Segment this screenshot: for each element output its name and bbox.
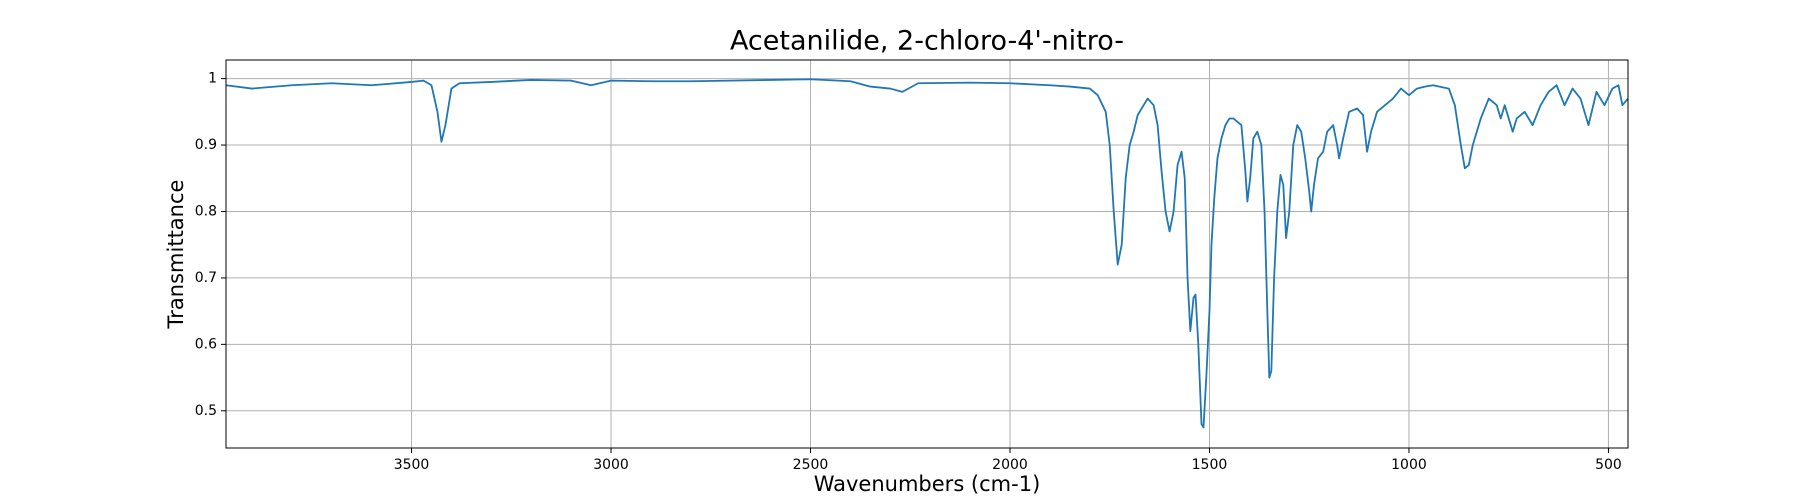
y-tick-label: 0.6 — [195, 336, 217, 352]
x-tick-label: 2000 — [992, 457, 1028, 473]
y-tick-label: 0.8 — [195, 203, 217, 219]
x-tick-label: 2500 — [793, 457, 829, 473]
y-tick-label: 0.5 — [195, 403, 217, 419]
x-tick-label: 1000 — [1391, 457, 1427, 473]
y-tick-label: 1 — [208, 71, 217, 87]
x-tick-label: 3000 — [593, 457, 629, 473]
x-tick-label: 3500 — [394, 457, 430, 473]
chart-title: Acetanilide, 2-chloro-4'-nitro- — [730, 26, 1124, 57]
y-axis-label: Transmittance — [164, 180, 188, 330]
plot-frame — [225, 59, 1629, 449]
y-tick-label: 0.7 — [195, 270, 217, 286]
x-axis-label: Wavenumbers (cm-1) — [814, 472, 1041, 496]
spectrum-line — [226, 78, 1628, 429]
y-tick-label: 0.9 — [195, 137, 217, 153]
x-tick-label: 1500 — [1192, 457, 1228, 473]
x-tick-label: 500 — [1595, 457, 1622, 473]
